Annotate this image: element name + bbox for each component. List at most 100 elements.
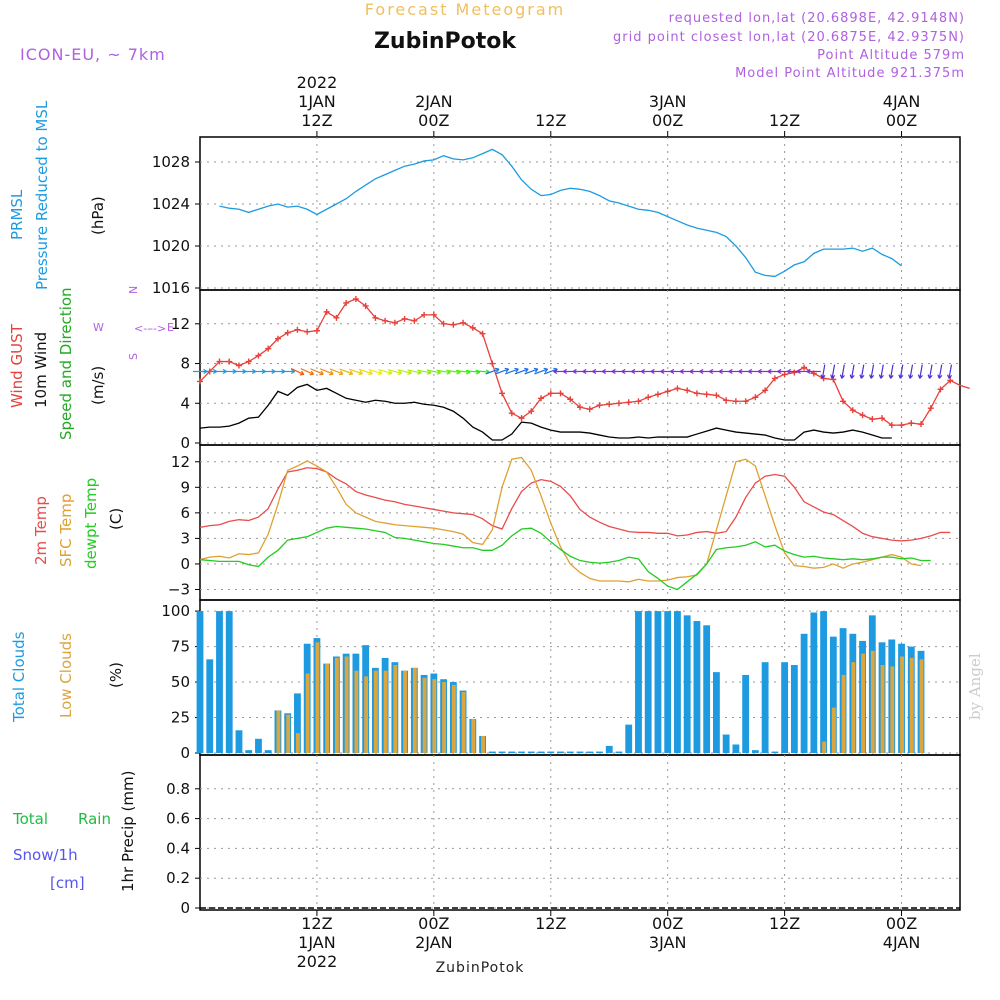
wind-line <box>199 298 970 426</box>
gust-marker <box>547 390 554 397</box>
wind-arrow-head <box>859 374 865 379</box>
y-tick-label: 3 <box>180 529 190 547</box>
y-tick-label: 0 <box>180 555 190 573</box>
clouds-bar <box>703 625 711 753</box>
y-tick-label: 1016 <box>152 279 190 297</box>
clouds-bar <box>451 684 456 753</box>
dewpt-label: dewpt Temp <box>82 478 100 569</box>
watermark: by Angel <box>966 653 984 720</box>
clouds-bar <box>674 611 681 753</box>
gust-marker <box>235 362 242 369</box>
gust-marker <box>313 327 320 334</box>
wind-direction-arrow <box>534 368 548 375</box>
clouds-bar <box>790 665 798 753</box>
gust-marker <box>713 392 720 399</box>
y-tick-label: 9 <box>180 478 190 496</box>
gust-marker <box>781 371 788 378</box>
gust-marker <box>411 317 418 324</box>
pressure-line <box>219 148 902 278</box>
gust-marker <box>489 360 496 367</box>
prmsl-unit: (hPa) <box>89 196 107 235</box>
gust-marker <box>664 388 671 395</box>
wind-direction-arrow <box>417 369 432 374</box>
y-tick-label: 0.6 <box>166 810 190 828</box>
gust-marker <box>635 398 642 405</box>
clouds-bar <box>900 656 904 753</box>
bottom-time-label: 12Z <box>769 914 800 933</box>
clouds-bar <box>664 611 672 753</box>
gust-marker <box>430 311 437 318</box>
closest-coords: grid point closest lon,lat (20.6875E, 42… <box>613 30 965 45</box>
gust-marker <box>469 324 476 331</box>
clouds-bar <box>461 691 466 753</box>
clouds-bar <box>557 751 564 753</box>
gust-marker <box>703 391 710 398</box>
y-tick-label: 0 <box>180 744 190 762</box>
wind-direction-arrow <box>436 369 451 374</box>
bottom-time-label: 2JAN <box>415 933 453 952</box>
wind-direction-arrow <box>495 368 509 375</box>
clouds-bar <box>508 751 516 753</box>
gust-marker <box>284 329 291 336</box>
plot-area: 101610201024102804812−303691202550751000… <box>152 73 970 971</box>
top-time-label: 2022 <box>297 73 338 92</box>
top-time-label: 00Z <box>652 111 683 130</box>
y-tick-label: 0 <box>180 434 190 452</box>
model-label: ICON-EU, ~ 7km <box>20 45 166 64</box>
wind-arrow-head <box>849 374 855 379</box>
clouds-bar <box>471 718 476 753</box>
clouds-bar <box>196 611 204 753</box>
gust-marker <box>450 321 457 328</box>
clouds-bar <box>615 751 623 753</box>
clouds-bar <box>393 665 398 753</box>
total-rain-label-b: Rain <box>78 810 111 828</box>
clouds-bar <box>255 738 262 753</box>
top-time-label: 3JAN <box>649 92 687 111</box>
wind-direction-arrow <box>831 364 836 379</box>
clouds-bar <box>235 730 243 753</box>
gust-marker <box>382 317 389 324</box>
clouds-bar <box>305 673 310 753</box>
y-tick-label: 0.2 <box>166 869 190 887</box>
gust-label: Wind GUST <box>8 323 26 408</box>
wind-direction-arrow <box>851 364 855 379</box>
gust-marker <box>615 400 622 407</box>
y-tick-label: 0 <box>180 899 190 917</box>
requested-coords: requested lon,lat (20.6898E, 42.9148N) <box>669 11 965 26</box>
gust-marker <box>869 416 876 423</box>
wind-arrow-head <box>299 370 305 376</box>
top-time-label: 2JAN <box>415 92 453 111</box>
wind-direction-arrow <box>841 364 845 379</box>
clouds-bar <box>422 677 427 753</box>
clouds-bar <box>605 745 613 753</box>
clouds-bar <box>206 659 214 753</box>
wind-arrow-head <box>582 368 587 375</box>
wind-arrow-head <box>718 368 723 375</box>
gust-marker <box>274 335 281 342</box>
wind-label: 10m Wind <box>32 332 50 408</box>
clouds-bar <box>841 674 846 753</box>
wind-arrow-head <box>796 368 801 375</box>
gust-marker <box>586 406 593 413</box>
clouds-bar <box>498 751 506 753</box>
gust-marker <box>849 407 856 414</box>
temperature-line <box>199 525 931 591</box>
gust-marker <box>304 328 311 335</box>
clouds-bar <box>537 751 545 753</box>
clouds-bar <box>364 676 369 753</box>
wind-arrow-head <box>524 367 529 373</box>
wind-arrow-head <box>728 368 733 375</box>
gust-marker <box>918 421 925 428</box>
clouds-bar <box>225 611 233 753</box>
gust-marker <box>723 397 730 404</box>
wind-arrow-head <box>757 368 762 375</box>
gust-marker <box>401 315 408 322</box>
gust-marker <box>684 387 691 394</box>
gust-marker <box>197 378 203 385</box>
clouds-bar <box>781 662 789 753</box>
clouds-bar <box>481 735 485 753</box>
header: Forecast Meteogram ZubinPotok ICON-EU, ~… <box>20 0 965 976</box>
gust-marker <box>625 399 632 406</box>
snow-label: Snow/1h <box>13 846 78 864</box>
clouds-bar <box>547 751 555 753</box>
